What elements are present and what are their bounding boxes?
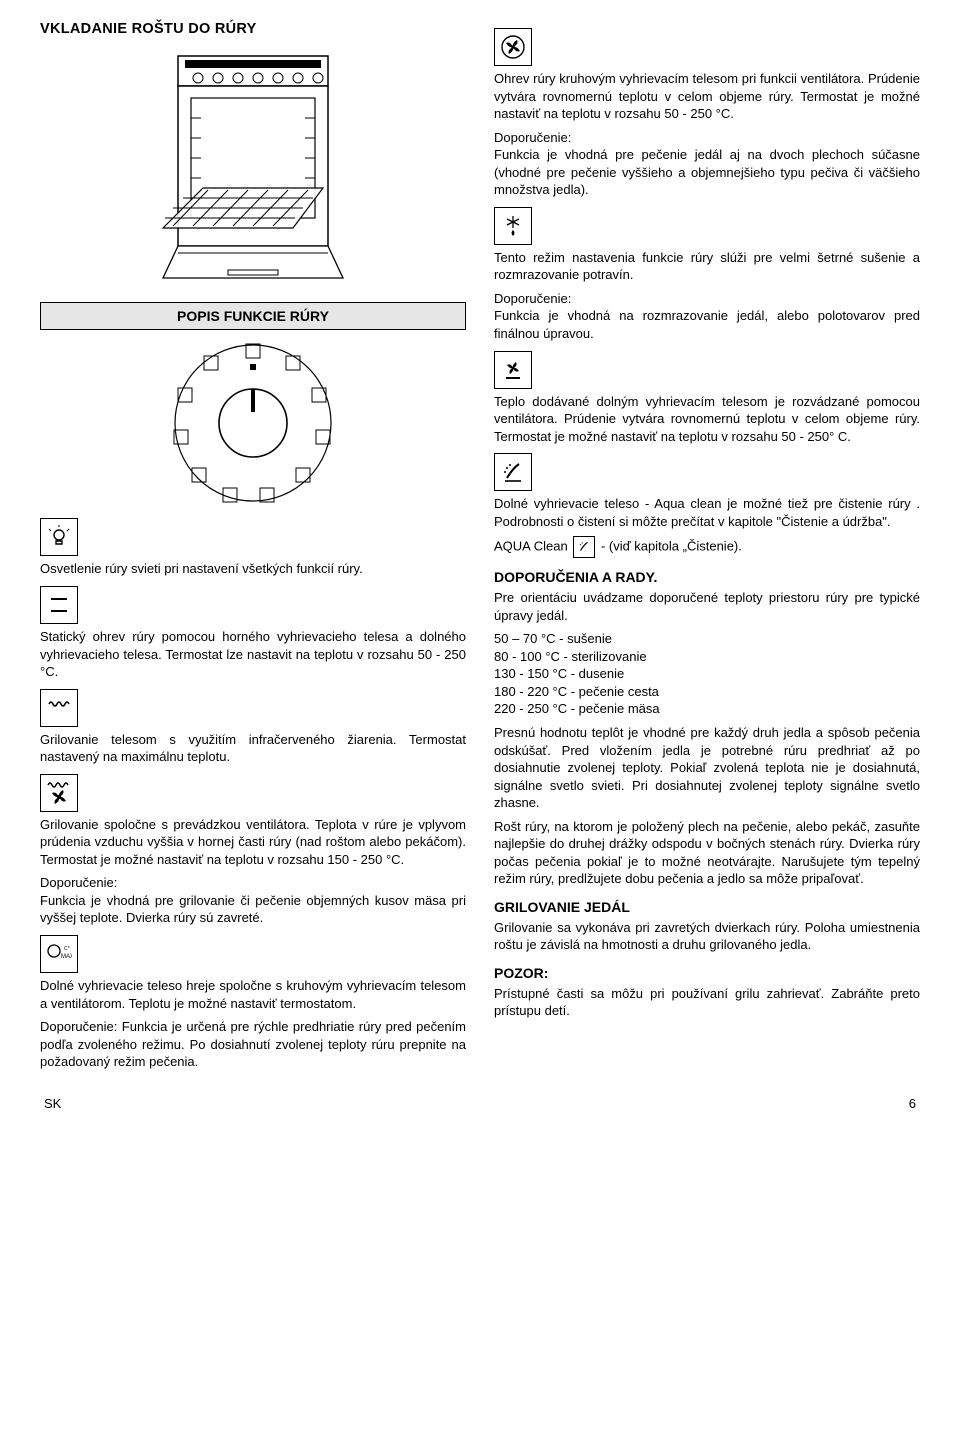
bottom-fan-icon [494, 351, 532, 389]
defrost-icon [494, 207, 532, 245]
fan-text: Ohrev rúry kruhovým vyhrievacím telesom … [494, 70, 920, 123]
grill-fan-icon [40, 774, 78, 812]
pozor-body: Prístupné časti sa môžu pri používaní gr… [494, 985, 920, 1020]
defrost-text: Tento režim nastavenia funkcie rúry slúž… [494, 249, 920, 284]
tips-body: Presnú hodnotu teplôt je vhodné pre každ… [494, 724, 920, 812]
svg-text:C°: C° [64, 946, 70, 952]
grill-fan-text: Grilovanie spoločne s prevádzkou ventilá… [40, 816, 466, 869]
bottom-fan-text: Dolné vyhrievacie teleso hreje spoločne … [40, 977, 466, 1012]
bottom-fan2-text: Teplo dodávané dolným vyhrievacím teleso… [494, 393, 920, 446]
bottom-fan-rec: Doporučenie: Funkcia je určená pre rýchl… [40, 1018, 466, 1071]
left-column: VKLADANIE ROŠTU DO RÚRY [40, 20, 466, 1077]
grill-fan-rec: Doporučenie:Funkcia je vhodná pre grilov… [40, 874, 466, 927]
svg-text:MAX: MAX [61, 954, 72, 960]
heading-vkladanie: VKLADANIE ROŠTU DO RÚRY [40, 20, 466, 40]
heading-grilovanie: GRILOVANIE JEDÁL [494, 898, 920, 917]
grill-icon [40, 689, 78, 727]
grill-body: Grilovanie sa vykonáva pri zavretých dvi… [494, 919, 920, 954]
static-heat-icon [40, 586, 78, 624]
heading-pozor: POZOR: [494, 964, 920, 983]
boxed-heading-popis: POPIS FUNKCIE RÚRY [40, 302, 466, 331]
footer-right: 6 [909, 1095, 916, 1113]
fan-rec: Doporučenie:Funkcia je vhodná pre pečeni… [494, 129, 920, 199]
footer-left: SK [44, 1095, 61, 1113]
ring-fan-icon [494, 28, 532, 66]
aqua-clean-icon [494, 453, 532, 491]
aqua-label: AQUA Clean - (viď kapitola „Čistenie). [494, 536, 920, 558]
dial-illustration [168, 338, 338, 508]
page-footer: SK 6 [40, 1095, 920, 1113]
tips-body2: Rošt rúry, na ktorom je položený plech n… [494, 818, 920, 888]
defrost-rec: Doporučenie:Funkcia je vhodná na rozmraz… [494, 290, 920, 343]
oven-illustration [143, 48, 363, 288]
aqua-inline-icon [573, 536, 595, 558]
right-column: Ohrev rúry kruhovým vyhrievacím telesom … [494, 20, 920, 1077]
tips-list: 50 – 70 °C - sušenie 80 - 100 °C - steri… [494, 630, 920, 718]
heading-doporucenia: DOPORUČENIA A RADY. [494, 568, 920, 587]
static-heat-text: Statický ohrev rúry pomocou horného vyhr… [40, 628, 466, 681]
light-text: Osvetlenie rúry svieti pri nastavení vše… [40, 560, 466, 578]
tips-intro: Pre orientáciu uvádzame doporučené teplo… [494, 589, 920, 624]
aqua-text: Dolné vyhrievacie teleso - Aqua clean je… [494, 495, 920, 530]
grill-text: Grilovanie telesom s využitím infračerve… [40, 731, 466, 766]
light-icon [40, 518, 78, 556]
max-heat-icon: C° MAX [40, 935, 78, 973]
